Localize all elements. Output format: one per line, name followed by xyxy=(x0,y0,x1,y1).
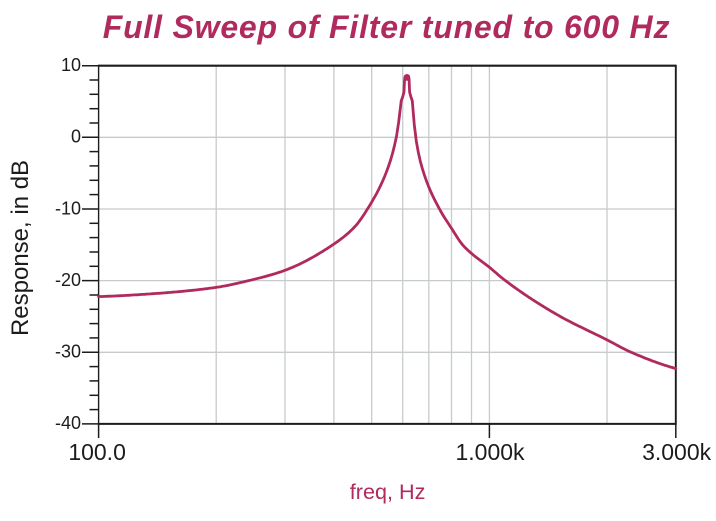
svg-text:3.000k: 3.000k xyxy=(642,439,712,465)
svg-text:1.000k: 1.000k xyxy=(455,439,525,465)
svg-text:100.0: 100.0 xyxy=(68,439,126,465)
svg-text:-30: -30 xyxy=(55,342,81,362)
svg-text:Full Sweep of Filter tuned to: Full Sweep of Filter tuned to 600 Hz xyxy=(103,9,671,45)
svg-text:-10: -10 xyxy=(55,198,81,218)
svg-text:-40: -40 xyxy=(55,413,81,433)
svg-text:-20: -20 xyxy=(55,270,81,290)
svg-text:freq, Hz: freq, Hz xyxy=(350,479,426,504)
svg-text:Response, in dB: Response, in dB xyxy=(7,160,34,336)
svg-text:10: 10 xyxy=(61,55,81,75)
svg-text:0: 0 xyxy=(71,127,81,147)
